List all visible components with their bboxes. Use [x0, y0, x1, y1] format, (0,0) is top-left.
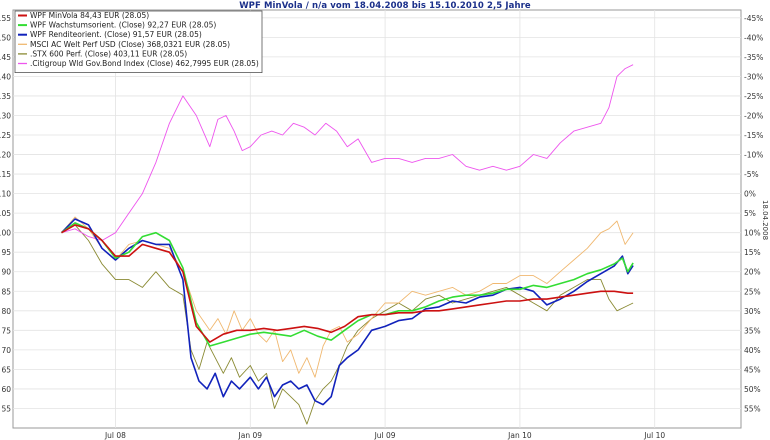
y-left-tick-label: 90 — [1, 268, 11, 277]
x-tick-label: Jul 10 — [643, 431, 665, 440]
y-right-tick-label: -35% — [744, 53, 763, 62]
y-left-tick-label: 120 — [0, 151, 11, 160]
series-line-2 — [61, 222, 634, 347]
legend-entry-label: WPF Renditeorient. (Close) 91,57 EUR (28… — [30, 30, 202, 39]
y-left-tick-label: 135 — [0, 92, 11, 101]
series-line-6 — [61, 64, 634, 241]
legend: WPF MinVola 84,43 EUR (28.05)WPF Wachstu… — [14, 10, 263, 73]
axes: 55 55% 60 50% 65 45% 70 40% 75 35% 80 30% 85 25% 90 20%… — [0, 14, 763, 440]
legend-entry-label: .STX 600 Perf. (Close) 403,11 EUR (28.05… — [30, 49, 187, 58]
y-right-tick-label: 25% — [744, 287, 761, 296]
y-right-tick-label: 35% — [744, 326, 761, 335]
y-right-tick-label: 20% — [744, 268, 761, 277]
x-tick-label: Jul 09 — [374, 431, 396, 440]
y-right-tick-label: 15% — [744, 248, 761, 257]
y-right-tick-label: 40% — [744, 346, 761, 355]
y-left-tick-label: 65 — [1, 365, 11, 374]
plot-area — [12, 9, 742, 429]
y-right-tick-label: 0% — [744, 190, 756, 199]
x-tick-label: Jul 08 — [104, 431, 126, 440]
y-left-tick-label: 80 — [1, 307, 11, 316]
y-left-tick-label: 95 — [1, 248, 11, 257]
y-right-tick-label: -5% — [744, 170, 759, 179]
y-left-tick-label: 105 — [0, 209, 11, 218]
legend-entry-label: WPF MinVola 84,43 EUR (28.05) — [30, 11, 149, 20]
y-left-tick-label: 140 — [0, 72, 11, 81]
y-right-tick-label: 30% — [744, 307, 761, 316]
legend-entry-label: WPF Wachstumsorient. (Close) 92,27 EUR (… — [30, 21, 216, 30]
y-left-tick-label: 125 — [0, 131, 11, 140]
y-left-tick-label: 150 — [0, 33, 11, 42]
y-left-tick-label: 75 — [1, 326, 11, 335]
y-right-tick-label: -45% — [744, 14, 763, 23]
y-right-tick-label: 10% — [744, 229, 761, 238]
y-left-tick-label: 60 — [1, 385, 11, 394]
y-left-tick-label: 85 — [1, 287, 11, 296]
y-right-tick-label: -10% — [744, 151, 763, 160]
legend-box — [14, 10, 263, 73]
y-right-tick-label: -40% — [744, 33, 763, 42]
series-line-5 — [61, 224, 634, 425]
y-left-tick-label: 100 — [0, 229, 11, 238]
side-date-label: 18.04.2008 — [761, 200, 769, 240]
legend-entry-label: .Citigroup Wld Gov.Bond Index (Close) 46… — [30, 59, 259, 68]
y-right-tick-label: -15% — [744, 131, 763, 140]
y-right-tick-label: 5% — [744, 209, 756, 218]
x-tick-label: Jan 10 — [507, 431, 532, 440]
legend-entry-label: MSCI AC Welt Perf USD (Close) 368,0321 E… — [30, 40, 230, 49]
y-right-tick-label: 50% — [744, 385, 761, 394]
y-right-tick-label: -20% — [744, 111, 763, 120]
y-left-tick-label: 155 — [0, 14, 11, 23]
chart-title: WPF MinVola / n/a vom 18.04.2008 bis 15.… — [239, 1, 531, 11]
series-lines — [60, 64, 634, 425]
y-left-tick-label: 70 — [1, 346, 11, 355]
x-tick-label: Jan 09 — [238, 431, 263, 440]
series-line-3 — [60, 218, 634, 406]
y-left-tick-label: 145 — [0, 53, 11, 62]
y-left-tick-label: 55 — [1, 404, 11, 413]
y-left-tick-label: 130 — [0, 111, 11, 120]
y-right-tick-label: 55% — [744, 404, 761, 413]
y-left-tick-label: 110 — [0, 190, 11, 199]
series-line-1 — [61, 224, 634, 343]
y-left-tick-label: 115 — [0, 170, 11, 179]
y-right-tick-label: 45% — [744, 365, 761, 374]
y-right-tick-label: -30% — [744, 72, 763, 81]
y-right-tick-label: -25% — [744, 92, 763, 101]
